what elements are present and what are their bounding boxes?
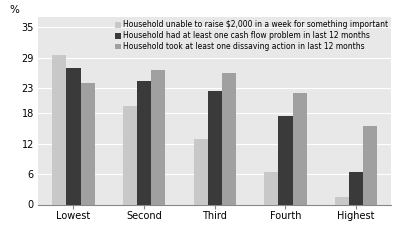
Bar <box>335 197 349 205</box>
Legend: Household unable to raise $2,000 in a week for something important, Household ha: Household unable to raise $2,000 in a we… <box>112 17 391 54</box>
Bar <box>52 55 66 205</box>
Bar <box>208 91 222 205</box>
Bar <box>123 106 137 205</box>
Text: %: % <box>10 5 20 15</box>
Bar <box>222 73 236 205</box>
Bar <box>66 68 81 205</box>
Bar <box>278 116 293 205</box>
Bar <box>349 172 363 205</box>
Bar <box>194 139 208 205</box>
Bar <box>137 81 151 205</box>
Bar <box>264 172 278 205</box>
Bar <box>293 93 306 205</box>
Bar <box>151 70 165 205</box>
Bar <box>363 126 377 205</box>
Bar <box>81 83 94 205</box>
